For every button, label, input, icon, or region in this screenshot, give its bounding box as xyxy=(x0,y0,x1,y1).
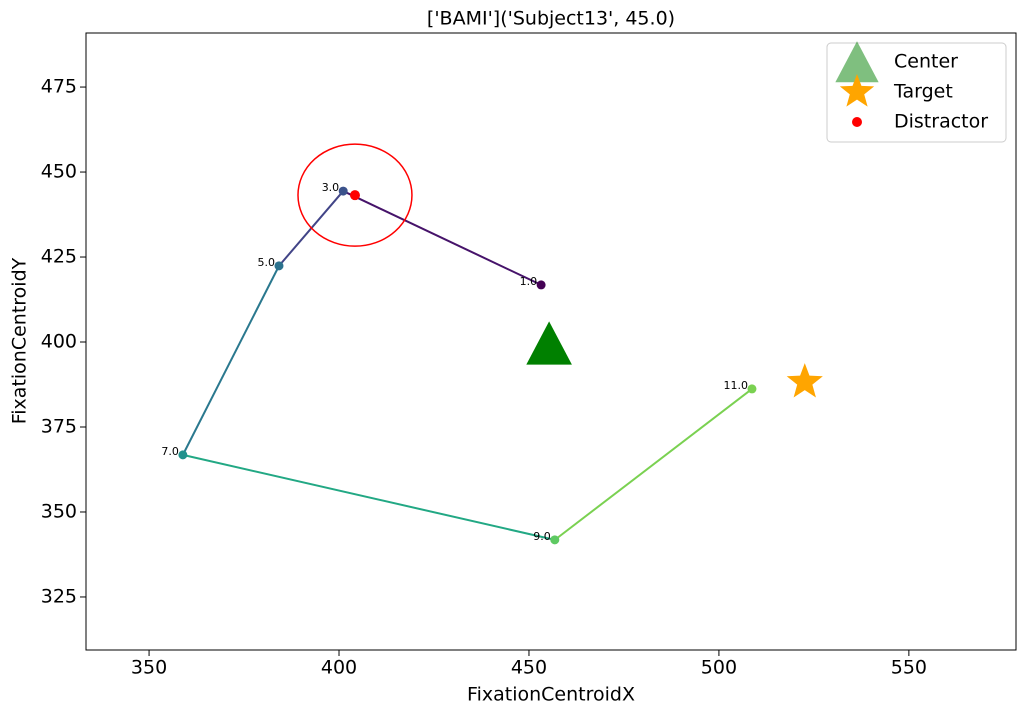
y-tick-label: 400 xyxy=(41,331,77,353)
path-segment xyxy=(181,265,280,456)
marker-triangle xyxy=(526,321,572,365)
fixation-point xyxy=(178,450,188,460)
path-segment xyxy=(554,388,753,541)
fixation-point xyxy=(536,280,546,290)
path-segment xyxy=(182,453,556,541)
legend-label: Target xyxy=(893,81,953,103)
y-tick-label: 475 xyxy=(41,76,77,98)
y-tick-label: 425 xyxy=(41,246,77,268)
marker-star xyxy=(786,363,823,398)
fixation-point xyxy=(338,186,348,196)
x-tick-label: 450 xyxy=(511,657,547,679)
path-segment xyxy=(342,190,542,286)
y-tick-label: 375 xyxy=(41,415,77,437)
fixation-point xyxy=(550,535,560,545)
legend-label: Center xyxy=(894,51,958,73)
plot-frame xyxy=(85,32,1017,651)
y-tick-label: 325 xyxy=(41,585,77,607)
point-label: 7.0 xyxy=(161,445,179,458)
x-tick-label: 350 xyxy=(131,657,167,679)
legend-marker xyxy=(852,117,862,127)
y-axis-label: FixationCentroidY xyxy=(9,257,31,424)
x-tick-label: 550 xyxy=(891,657,927,679)
distractor-radius xyxy=(297,143,413,247)
y-tick-label: 350 xyxy=(41,500,77,522)
point-label: 9.0 xyxy=(533,530,551,543)
point-label: 11.0 xyxy=(723,379,748,392)
legend-box xyxy=(826,42,1007,143)
legend-label: Distractor xyxy=(894,111,988,133)
marker-circle xyxy=(349,190,360,201)
point-label: 5.0 xyxy=(257,256,275,269)
chart-title: ['BAMI']('Subject13', 45.0) xyxy=(427,8,675,30)
legend-marker xyxy=(839,73,875,107)
fixation-point xyxy=(274,261,284,271)
x-tick-label: 500 xyxy=(701,657,737,679)
legend-marker xyxy=(835,41,879,83)
point-label: 1.0 xyxy=(520,275,538,288)
x-axis-label: FixationCentroidX xyxy=(467,684,635,706)
point-label: 3.0 xyxy=(322,181,340,194)
fixation-point xyxy=(747,384,757,394)
x-tick-label: 400 xyxy=(321,657,357,679)
y-tick-label: 450 xyxy=(41,161,77,183)
